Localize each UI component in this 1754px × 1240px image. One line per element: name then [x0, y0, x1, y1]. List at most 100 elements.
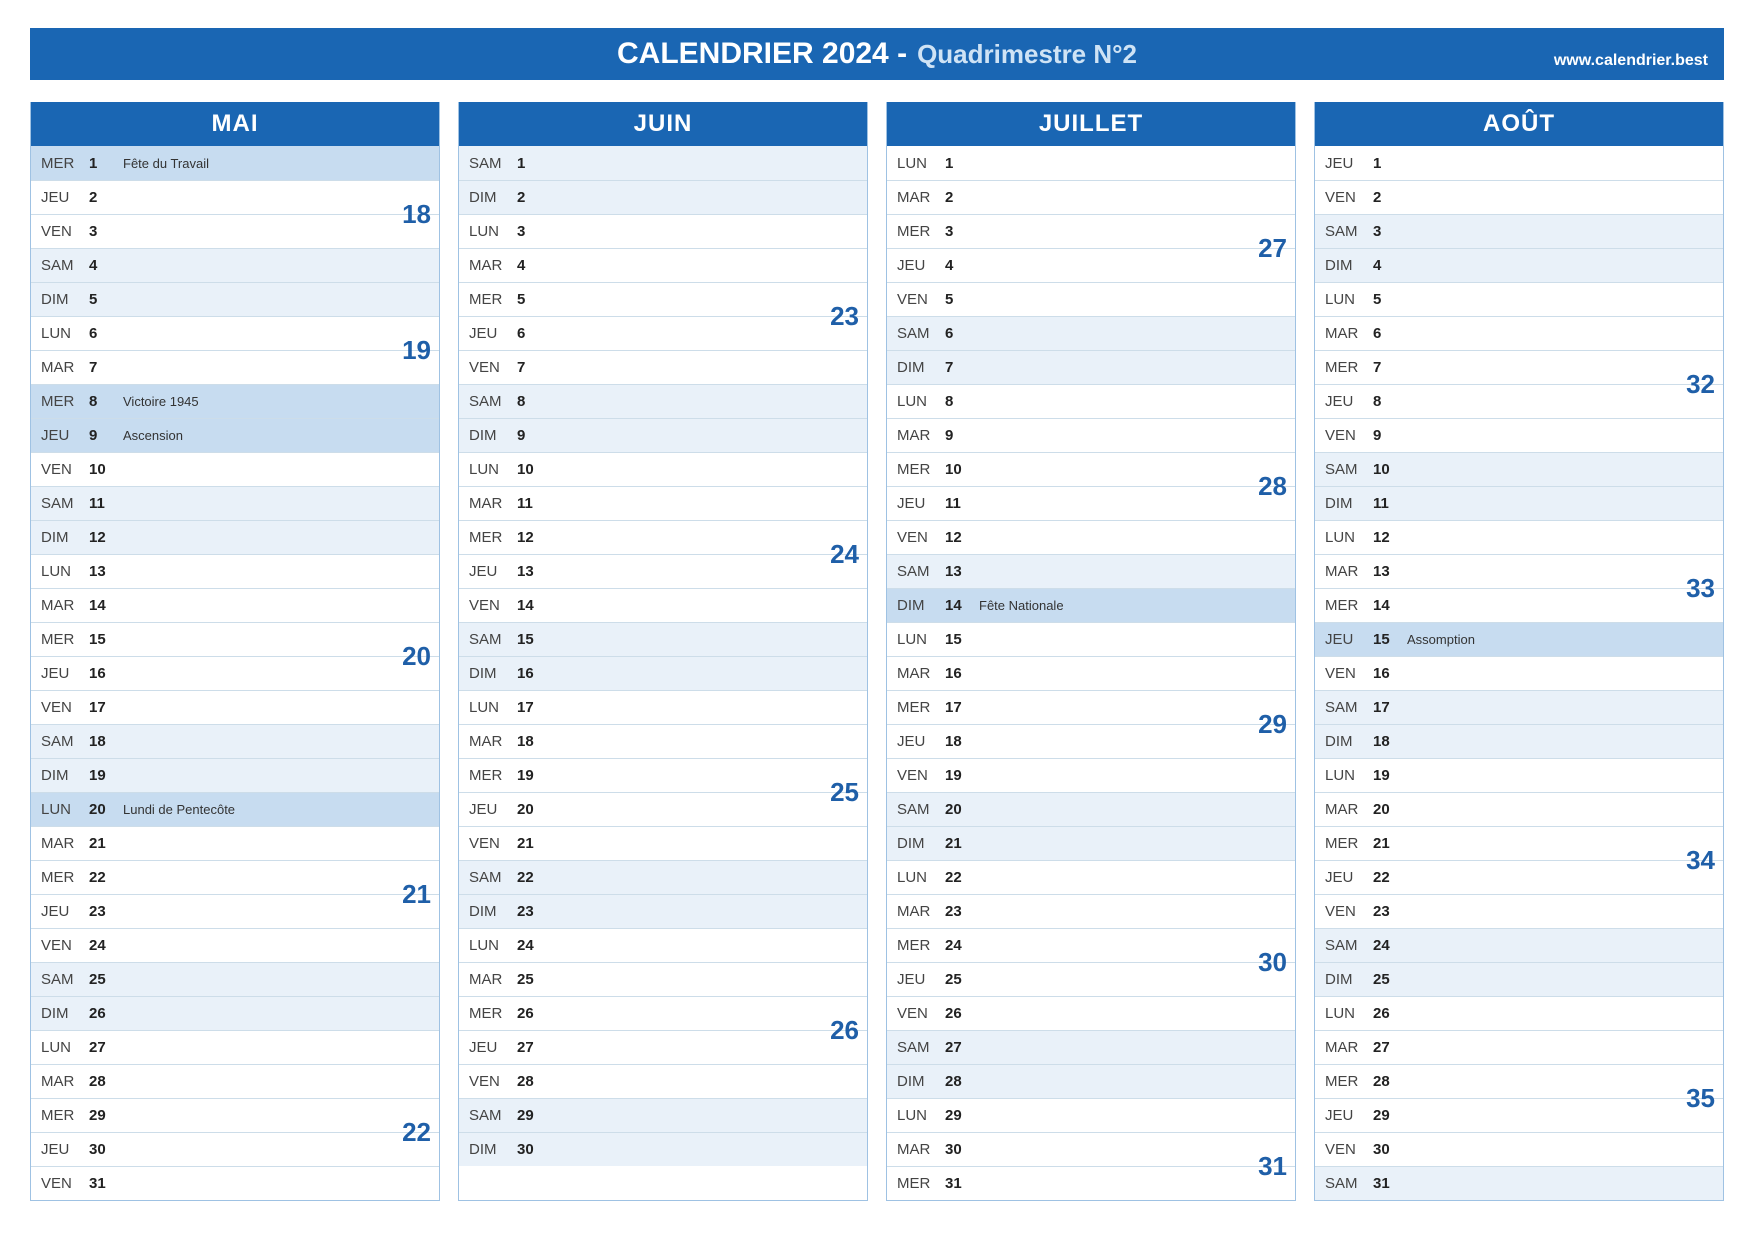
day-name: SAM [1325, 699, 1373, 716]
day-number: 8 [89, 393, 123, 410]
day-number: 20 [1373, 801, 1407, 818]
day-row: MAR16 [887, 656, 1295, 690]
day-row: MAR9 [887, 418, 1295, 452]
day-name: LUN [41, 1039, 89, 1056]
day-name: DIM [1325, 971, 1373, 988]
day-number: 9 [517, 427, 551, 444]
day-name: JEU [1325, 1107, 1373, 1124]
day-note: Victoire 1945 [123, 394, 199, 409]
day-row: VEN28 [459, 1064, 867, 1098]
day-row: VEN16 [1315, 656, 1723, 690]
day-row: SAM24 [1315, 928, 1723, 962]
day-row: SAM8 [459, 384, 867, 418]
day-number: 29 [517, 1107, 551, 1124]
day-name: MER [897, 223, 945, 240]
day-number: 14 [517, 597, 551, 614]
day-row: JEU29 [1315, 1098, 1723, 1132]
day-row: LUN6 [31, 316, 439, 350]
day-name: JEU [897, 733, 945, 750]
day-name: SAM [469, 631, 517, 648]
day-name: VEN [41, 1175, 89, 1192]
day-name: DIM [1325, 257, 1373, 274]
month-body: JEU1VEN2SAM3DIM4LUN5MAR6MER7JEU8VEN9SAM1… [1315, 146, 1723, 1200]
day-name: SAM [469, 1107, 517, 1124]
day-row: MER14 [1315, 588, 1723, 622]
day-row: DIM4 [1315, 248, 1723, 282]
day-name: MER [897, 1175, 945, 1192]
day-number: 15 [945, 631, 979, 648]
day-number: 1 [945, 155, 979, 172]
day-name: VEN [469, 359, 517, 376]
day-row: MER29 [31, 1098, 439, 1132]
month-body: LUN1MAR2MER3JEU4VEN5SAM6DIM7LUN8MAR9MER1… [887, 146, 1295, 1200]
day-number: 2 [945, 189, 979, 206]
day-name: LUN [897, 1107, 945, 1124]
day-number: 31 [89, 1175, 123, 1192]
day-name: LUN [469, 223, 517, 240]
day-row: MAR27 [1315, 1030, 1723, 1064]
day-number: 18 [517, 733, 551, 750]
day-number: 29 [1373, 1107, 1407, 1124]
day-name: LUN [897, 155, 945, 172]
day-number: 19 [89, 767, 123, 784]
day-row: LUN12 [1315, 520, 1723, 554]
day-row: DIM23 [459, 894, 867, 928]
day-name: MAR [469, 733, 517, 750]
day-number: 10 [945, 461, 979, 478]
day-number: 19 [945, 767, 979, 784]
day-number: 13 [945, 563, 979, 580]
day-row: MER17 [887, 690, 1295, 724]
day-number: 13 [89, 563, 123, 580]
day-number: 16 [89, 665, 123, 682]
day-number: 12 [89, 529, 123, 546]
day-name: VEN [897, 1005, 945, 1022]
day-row: DIM16 [459, 656, 867, 690]
day-number: 4 [89, 257, 123, 274]
day-number: 21 [1373, 835, 1407, 852]
day-row: LUN20Lundi de Pentecôte [31, 792, 439, 826]
day-number: 13 [517, 563, 551, 580]
day-number: 30 [89, 1141, 123, 1158]
day-row: MAR11 [459, 486, 867, 520]
day-name: VEN [469, 835, 517, 852]
day-name: DIM [469, 189, 517, 206]
day-name: MAR [469, 971, 517, 988]
day-name: MAR [897, 1141, 945, 1158]
day-number: 15 [1373, 631, 1407, 648]
day-name: MER [1325, 359, 1373, 376]
day-row: JEU18 [887, 724, 1295, 758]
day-name: LUN [469, 699, 517, 716]
day-row: DIM19 [31, 758, 439, 792]
day-name: JEU [897, 971, 945, 988]
day-row: MER22 [31, 860, 439, 894]
day-name: MAR [897, 665, 945, 682]
day-row: LUN15 [887, 622, 1295, 656]
day-row: MER24 [887, 928, 1295, 962]
day-row: MER26 [459, 996, 867, 1030]
day-number: 9 [1373, 427, 1407, 444]
day-row: LUN17 [459, 690, 867, 724]
day-name: VEN [41, 699, 89, 716]
day-row: MER1Fête du Travail [31, 146, 439, 180]
day-name: VEN [41, 223, 89, 240]
day-row: MER3 [887, 214, 1295, 248]
day-name: DIM [469, 1141, 517, 1158]
day-row: JEU15Assomption [1315, 622, 1723, 656]
day-row: DIM5 [31, 282, 439, 316]
day-name: DIM [1325, 495, 1373, 512]
day-number: 4 [945, 257, 979, 274]
day-number: 27 [89, 1039, 123, 1056]
day-name: DIM [897, 597, 945, 614]
day-name: MAR [41, 359, 89, 376]
day-note: Fête Nationale [979, 598, 1064, 613]
day-name: JEU [469, 801, 517, 818]
day-name: DIM [469, 903, 517, 920]
day-number: 1 [89, 155, 123, 172]
day-name: VEN [1325, 665, 1373, 682]
month-column: MAIMER1Fête du TravailJEU2VEN3SAM4DIM5LU… [30, 102, 440, 1201]
day-number: 24 [517, 937, 551, 954]
day-number: 20 [89, 801, 123, 818]
day-name: MER [1325, 1073, 1373, 1090]
day-name: SAM [897, 563, 945, 580]
day-number: 24 [1373, 937, 1407, 954]
